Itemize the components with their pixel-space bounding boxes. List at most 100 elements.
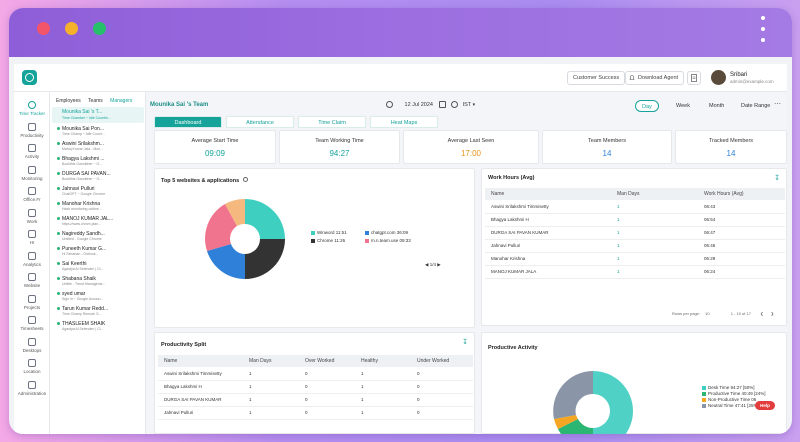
- range-month[interactable]: Month: [709, 103, 725, 109]
- list-item[interactable]: Shabana Shaik Untitle - Trend Manageme...: [57, 276, 144, 291]
- sidebar-item-website[interactable]: Website: [14, 273, 50, 288]
- info-icon[interactable]: [242, 177, 248, 182]
- next-page-icon[interactable]: ▶: [437, 262, 441, 267]
- online-status-icon: [57, 127, 60, 130]
- tab-teams[interactable]: Teams: [88, 98, 103, 104]
- cell-name: Jahnavi Pulluri: [158, 406, 243, 420]
- list-item[interactable]: Aswini Srilakshm... Mahaj Kumar Jala - Mo…: [57, 141, 144, 156]
- table-row[interactable]: DURGA SAI PAVAN KUMAR 1 0 1 0: [158, 393, 473, 407]
- range-day[interactable]: Day: [635, 100, 659, 112]
- table-row[interactable]: MANOJ KUMAR JALA 1 06:24: [485, 265, 785, 279]
- card-title: Top 5 websites & applications: [161, 177, 248, 184]
- table-row[interactable]: Jahnavi Pulluri 1 0 1 0: [158, 406, 473, 420]
- download-icon[interactable]: ↧: [774, 175, 780, 182]
- online-status-icon: [57, 292, 60, 295]
- legend-pager[interactable]: ◀ 1/4 ▶: [425, 262, 441, 267]
- legend-swatch: [702, 403, 706, 408]
- table-row[interactable]: DURGA SAI PAVAN KUMAR 1 06:47: [485, 226, 785, 240]
- download-agent-button[interactable]: Download Agent: [625, 71, 685, 85]
- calendar-icon[interactable]: [438, 101, 446, 108]
- legend-item[interactable]: Winword 11:51: [311, 230, 347, 235]
- list-item[interactable]: Nagireddy Sandh... Untitled - Google Chro…: [57, 231, 144, 246]
- rows-per-page-select[interactable]: 10: [705, 311, 710, 316]
- date-value[interactable]: 12 Jul 2024: [404, 101, 433, 108]
- list-item[interactable]: Manohar Krishna Hash monitoring outline..…: [57, 201, 144, 216]
- col-header: Name: [485, 188, 611, 200]
- sidebar-item-activity[interactable]: Activity: [14, 144, 50, 159]
- next-page-icon[interactable]: ❯: [770, 311, 774, 316]
- list-item[interactable]: Puneeth Kumar G... Hi Sebahan - Outlook..…: [57, 246, 144, 261]
- list-item[interactable]: THASLEEM SHAIK Agastya Al Selenden | Cl..…: [57, 321, 144, 336]
- work-icon: [28, 208, 36, 217]
- member-tabs: Employees Teams Managers: [56, 98, 138, 104]
- prev-page-icon[interactable]: ❮: [760, 311, 764, 316]
- sidebar-item-location[interactable]: Location: [14, 359, 50, 374]
- sidebar-item-office-fr[interactable]: Office.Fr: [14, 187, 50, 202]
- table-row[interactable]: Manohar Krishna 1 06:29: [485, 252, 785, 266]
- tab-managers[interactable]: Managers: [110, 98, 133, 104]
- cell-hours: 06:29: [698, 252, 785, 266]
- sidebar-item-work[interactable]: Work: [14, 208, 50, 224]
- legend-item[interactable]: Desk Time 94:27 [50%]: [702, 385, 755, 390]
- legend-item[interactable]: Non-Productive Time 06: [702, 397, 756, 402]
- sidebar-item-monitoring[interactable]: Monitoring: [14, 165, 50, 181]
- download-icon[interactable]: ↧: [462, 339, 468, 346]
- sidebar-item-administration[interactable]: Administration: [14, 380, 50, 396]
- date-control: 12 Jul 2024 IST ▾: [386, 101, 475, 108]
- work-hours-card: Work Hours (Avg) ↧ Name Man Days Work Ho…: [481, 168, 787, 326]
- legend-item[interactable]: chatgpt.com 36:09: [365, 230, 408, 235]
- legend-item[interactable]: m.n.team.use 09:33: [365, 238, 411, 243]
- timezone-clock-icon[interactable]: [451, 101, 459, 108]
- sidebar-item-hr[interactable]: Hr: [14, 230, 50, 245]
- sidebar-item-time-tracker[interactable]: Time Tracker: [14, 101, 50, 116]
- range-date-range[interactable]: Date Range: [741, 103, 771, 109]
- minimize-dot-icon[interactable]: [65, 22, 78, 35]
- window-menu-icon[interactable]: [760, 16, 766, 46]
- sidebar-item-projects[interactable]: Projects: [14, 294, 50, 310]
- donut-slice-other: [225, 199, 245, 226]
- sidebar-item-analytics[interactable]: Analytics: [14, 251, 50, 267]
- hr-icon: [28, 230, 36, 238]
- selected-team[interactable]: Mounika Sai 's T... Time Chamber ~ Idle …: [52, 107, 144, 123]
- tab-dashboard[interactable]: Dashboard: [154, 116, 222, 128]
- sidebar-item-desktops[interactable]: Desktops: [14, 337, 50, 353]
- list-item[interactable]: Jahnavi Pulluri ChatGPT ~ Google Chrome: [57, 186, 144, 201]
- sidebar-item-timesheets[interactable]: Timesheets: [14, 316, 50, 331]
- app-logo-icon[interactable]: [22, 70, 37, 85]
- tab-heat-maps[interactable]: Heat Maps: [370, 116, 438, 128]
- member-activity: Bookthis Gworkther ~ G...: [62, 177, 103, 181]
- list-item[interactable]: Tarun Kumar Redd... Time Champ Remote S..…: [57, 306, 144, 321]
- more-options-icon[interactable]: ⋯: [774, 101, 781, 108]
- tab-time-claim[interactable]: Time Claim: [298, 116, 366, 128]
- table-row[interactable]: Bhagya Lakshmi H 1 06:54: [485, 213, 785, 227]
- table-row[interactable]: Aswini Srilakshmi Timmisetty 1 0 1 0: [158, 367, 473, 381]
- sidebar-item-productivity[interactable]: Productivity: [14, 122, 50, 138]
- table-row[interactable]: Jahnavi Pulluri 1 06:46: [485, 239, 785, 253]
- user-avatar[interactable]: [711, 70, 726, 85]
- prev-page-icon[interactable]: ◀: [425, 262, 429, 267]
- list-item[interactable]: syed umar Sign in ~ Google Accoun...: [57, 291, 144, 306]
- member-activity: Agastya Al Selenden | Cl...: [62, 267, 104, 271]
- maximize-dot-icon[interactable]: [93, 22, 106, 35]
- tab-attendance[interactable]: Attendance: [226, 116, 294, 128]
- list-item[interactable]: DURGA SAI PAVAN... Bookthis Gworkther ~ G…: [57, 171, 144, 186]
- prev-date-icon[interactable]: [386, 101, 393, 108]
- table-row[interactable]: Aswini Srilakshmi Timmisetty 1 06:43: [485, 200, 785, 214]
- help-button[interactable]: Help: [755, 401, 775, 410]
- timezone-select[interactable]: IST: [462, 101, 472, 108]
- online-status-icon: [57, 142, 60, 145]
- report-icon[interactable]: [687, 71, 701, 85]
- list-item[interactable]: Bhagya Lakshmi ... Bookthis Gworkther ~ G…: [57, 156, 144, 171]
- list-item[interactable]: MANOJ KUMAR JAL... https://www.chrom.plan…: [57, 216, 144, 231]
- legend-item[interactable]: Productive Time 40:49 [24%]: [702, 391, 766, 396]
- list-item[interactable]: Mounika Sai Pon... Time Champ ~ Idle Coun…: [57, 126, 144, 141]
- tab-employees[interactable]: Employees: [56, 98, 81, 104]
- chevron-down-icon[interactable]: ▾: [472, 101, 476, 108]
- list-item[interactable]: Sai Keerthi Agastya Al Selenden | Cl...: [57, 261, 144, 276]
- customer-success-button[interactable]: Customer Success: [567, 71, 626, 85]
- legend-item[interactable]: Neutral Time 47:41 [25%]: [702, 403, 759, 408]
- close-dot-icon[interactable]: [37, 22, 50, 35]
- legend-item[interactable]: Chrome 11:26: [311, 238, 345, 243]
- range-week[interactable]: Week: [676, 103, 690, 109]
